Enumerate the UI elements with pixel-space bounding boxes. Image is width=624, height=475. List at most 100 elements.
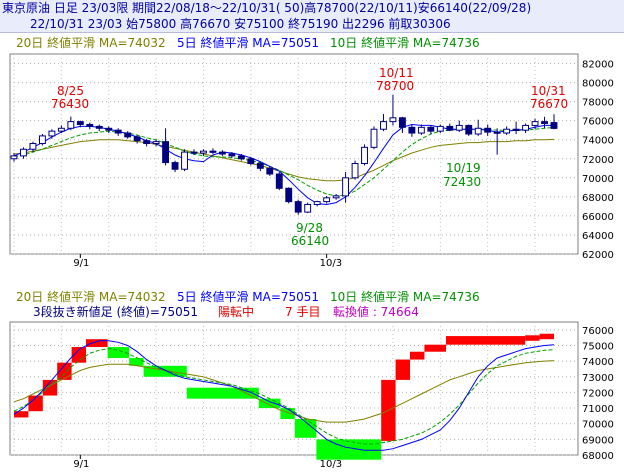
candle-body — [304, 203, 312, 213]
top-legend-ma20: 20日 終値平滑 MA=74032 — [16, 35, 166, 50]
candle-body — [256, 163, 264, 169]
candle-body — [105, 127, 113, 131]
candle-body — [152, 141, 160, 145]
top-y-tick-label: 80000 — [582, 79, 614, 90]
header-line-2: 22/10/31 23/03 始75800 高76670 安75100 終751… — [0, 16, 624, 33]
bottom-ma20-line — [13, 360, 555, 423]
top-legend-ma10: 10日 終値平滑 MA=74736 — [330, 35, 480, 50]
annotation-date-10-11: 10/11 — [379, 66, 414, 80]
annotation-value-10-11: 78700 — [376, 79, 414, 93]
candle-body — [427, 126, 435, 132]
line-break-block — [28, 395, 43, 412]
candle-body — [285, 187, 293, 203]
top-y-tick-label: 68000 — [582, 193, 614, 204]
candle-body — [190, 151, 198, 154]
status-turn: 陽転中 — [218, 304, 254, 319]
candle-body — [10, 155, 18, 160]
candle-body — [389, 117, 397, 123]
top-annotations: 8/25 76430 10/11 78700 10/31 76670 10/19… — [51, 66, 568, 248]
top-y-tick-label: 76000 — [582, 117, 614, 128]
candle-body — [247, 158, 255, 165]
line-break-block — [294, 419, 317, 438]
line-break-block — [395, 359, 410, 380]
candle-body — [436, 125, 444, 132]
bottom-x-tick-label: 9/1 — [73, 459, 89, 470]
annotation-value-10-31: 76670 — [530, 97, 568, 111]
annotation-value-10-19: 72430 — [443, 175, 481, 189]
bottom-y-tick-label: 73000 — [582, 373, 614, 384]
top-y-tick-label: 66000 — [582, 212, 614, 223]
top-y-tick-label: 62000 — [582, 250, 614, 261]
status-count: 7 手目 — [285, 305, 320, 319]
line-break-block — [186, 387, 259, 399]
bottom-status: 3段抜き新値足 (終値)=75051 陽転中 7 手目 転換値 : 74664 — [33, 304, 419, 319]
candle-body — [512, 128, 520, 131]
candle-body — [76, 121, 84, 125]
bottom-y-tick-label: 68000 — [582, 451, 614, 462]
line-break-block — [525, 335, 540, 341]
candle-body — [38, 135, 46, 145]
candle-body — [342, 177, 350, 197]
annotation-date-10-19: 10/19 — [446, 161, 481, 175]
candle-body — [370, 128, 378, 148]
bottom-y-tick-label: 74000 — [582, 357, 614, 368]
header-line-1: 東京原油 日足 23/03限 期間22/08/18～22/10/31( 50)高… — [0, 0, 624, 16]
candle-body — [323, 197, 331, 203]
line-break-block — [316, 439, 382, 460]
line-break-block — [14, 411, 29, 418]
top-y-tick-label: 64000 — [582, 231, 614, 242]
header-line-2-text: 22/10/31 23/03 始75800 高76670 安75100 終751… — [30, 17, 451, 31]
candle-body — [200, 150, 207, 154]
top-x-tick-label: 9/1 — [73, 258, 89, 269]
candle-body — [209, 150, 217, 153]
status-pivot: 転換値 : 74664 — [333, 304, 419, 319]
bottom-legend-ma10: 10日 終値平滑 MA=74736 — [330, 289, 480, 304]
candle-body — [57, 127, 65, 132]
candle-body — [550, 122, 558, 129]
candle-body — [446, 125, 454, 131]
candle-body — [493, 131, 501, 134]
candle-body — [162, 141, 170, 164]
candle-body — [474, 127, 482, 135]
candle-body — [465, 124, 473, 135]
bottom-legend-ma20: 20日 終値平滑 MA=74032 — [16, 289, 166, 304]
header-line-1-text: 東京原油 日足 23/03限 期間22/08/18～22/10/31( 50)高… — [2, 1, 532, 15]
line-break-block — [258, 398, 281, 409]
top-panel: 62000 64000 66000 68000 70000 72000 74000 76000… — [9, 53, 614, 269]
candle-body — [95, 125, 103, 129]
bottom-y-tick-label: 70000 — [582, 420, 614, 431]
candle-body — [455, 124, 463, 131]
candle-body — [398, 117, 406, 128]
line-break-block — [86, 339, 108, 348]
candle-body — [361, 146, 368, 165]
line-break-block — [57, 362, 72, 380]
bottom-y-tick-label: 69000 — [582, 435, 614, 446]
top-legend-ma5: 5日 終値平滑 MA=75051 — [177, 35, 319, 50]
top-ma5-line — [13, 123, 554, 206]
candle-body — [351, 163, 359, 179]
candle-body — [380, 121, 387, 130]
line-break-block — [143, 365, 187, 377]
candle-body — [484, 127, 492, 133]
candle-body — [171, 162, 179, 170]
candle-body — [228, 153, 236, 157]
bottom-y-tick-label: 76000 — [582, 326, 614, 337]
bottom-y-tick-label: 71000 — [582, 404, 614, 415]
candle-body — [531, 121, 539, 126]
bottom-x-tick-label: 10/3 — [320, 459, 342, 470]
top-y-tick-label: 82000 — [582, 60, 614, 71]
candle-body — [541, 121, 548, 125]
candle-body — [48, 130, 56, 137]
candle-body — [29, 143, 37, 150]
bottom-y-tick-label: 72000 — [582, 388, 614, 399]
bottom-y-tick-label: 75000 — [582, 341, 614, 352]
candle-body — [143, 140, 151, 145]
candle-body — [67, 121, 75, 129]
top-x-tick-label: 10/3 — [320, 258, 342, 269]
candle-body — [522, 124, 530, 131]
candle-body — [294, 201, 302, 213]
line-break-block — [424, 344, 446, 352]
line-break-block — [539, 333, 554, 340]
bottom-legend-ma5: 5日 終値平滑 MA=75051 — [177, 289, 319, 304]
